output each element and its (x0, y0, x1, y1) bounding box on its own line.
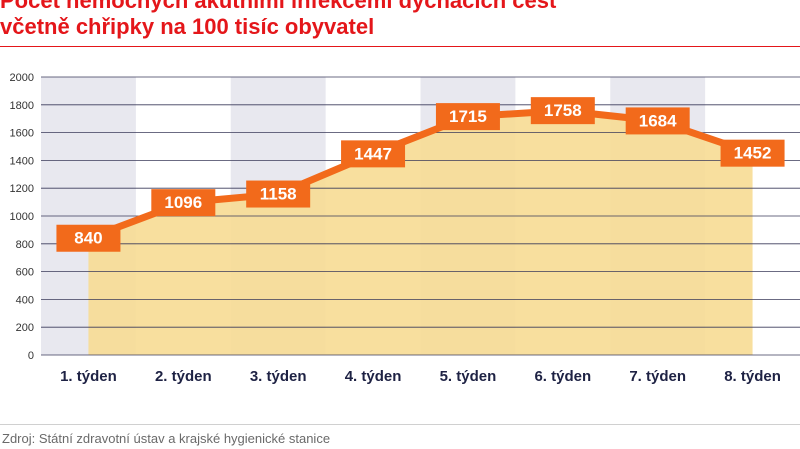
x-tick-label: 8. týden (724, 368, 781, 385)
chart-title-line-1: Počet nemocných akutními infekcemi dýcha… (0, 0, 557, 13)
data-label: 1684 (639, 111, 677, 130)
chart-title-line-2: včetně chřipky na 100 tisíc obyvatel (0, 14, 375, 39)
y-tick-label: 1600 (10, 128, 34, 140)
x-tick-label: 4. týden (345, 368, 402, 385)
y-tick-label: 1800 (10, 100, 34, 112)
area-fill (88, 110, 753, 355)
data-label-box (720, 139, 785, 167)
x-tick-label: 5. týden (440, 368, 497, 385)
y-tick-label: 200 (16, 322, 34, 334)
y-tick-label: 1000 (10, 211, 34, 223)
x-tick-label: 6. týden (534, 368, 591, 385)
y-tick-label: 2000 (10, 72, 34, 84)
x-tick-label: 2. týden (155, 368, 212, 385)
y-tick-label: 0 (28, 350, 34, 362)
y-tick-label: 1400 (10, 155, 34, 167)
y-tick-label: 600 (16, 267, 34, 279)
data-label-box (246, 180, 311, 208)
data-label: 1096 (164, 193, 202, 212)
y-tick-label: 400 (16, 294, 34, 306)
x-tick-label: 7. týden (629, 368, 686, 385)
data-label: 1715 (449, 107, 487, 126)
data-label-box (341, 140, 406, 168)
chart-title: Počet nemocných akutními infekcemi dýcha… (0, 0, 800, 40)
source-divider (0, 424, 800, 425)
y-tick-label: 800 (16, 239, 34, 251)
data-label-box (625, 107, 690, 135)
data-label-box (435, 103, 500, 131)
title-divider (0, 46, 800, 47)
data-label: 1452 (734, 144, 772, 163)
source-note: Zdroj: Státní zdravotní ústav a krajské … (2, 431, 331, 446)
x-tick-label: 1. týden (60, 368, 117, 385)
data-label-box (151, 189, 216, 217)
data-label-box (56, 224, 121, 252)
area-chart: 0 200 400 600 800 1000 1200 1400 1600 1800 2000 1. … (10, 72, 800, 385)
data-label: 1758 (544, 101, 582, 120)
data-label: 1447 (354, 144, 392, 163)
data-label: 840 (74, 229, 102, 248)
data-label-box (530, 97, 595, 125)
x-tick-label: 3. týden (250, 368, 307, 385)
y-tick-label: 1200 (10, 183, 34, 195)
data-label: 1158 (260, 185, 297, 204)
